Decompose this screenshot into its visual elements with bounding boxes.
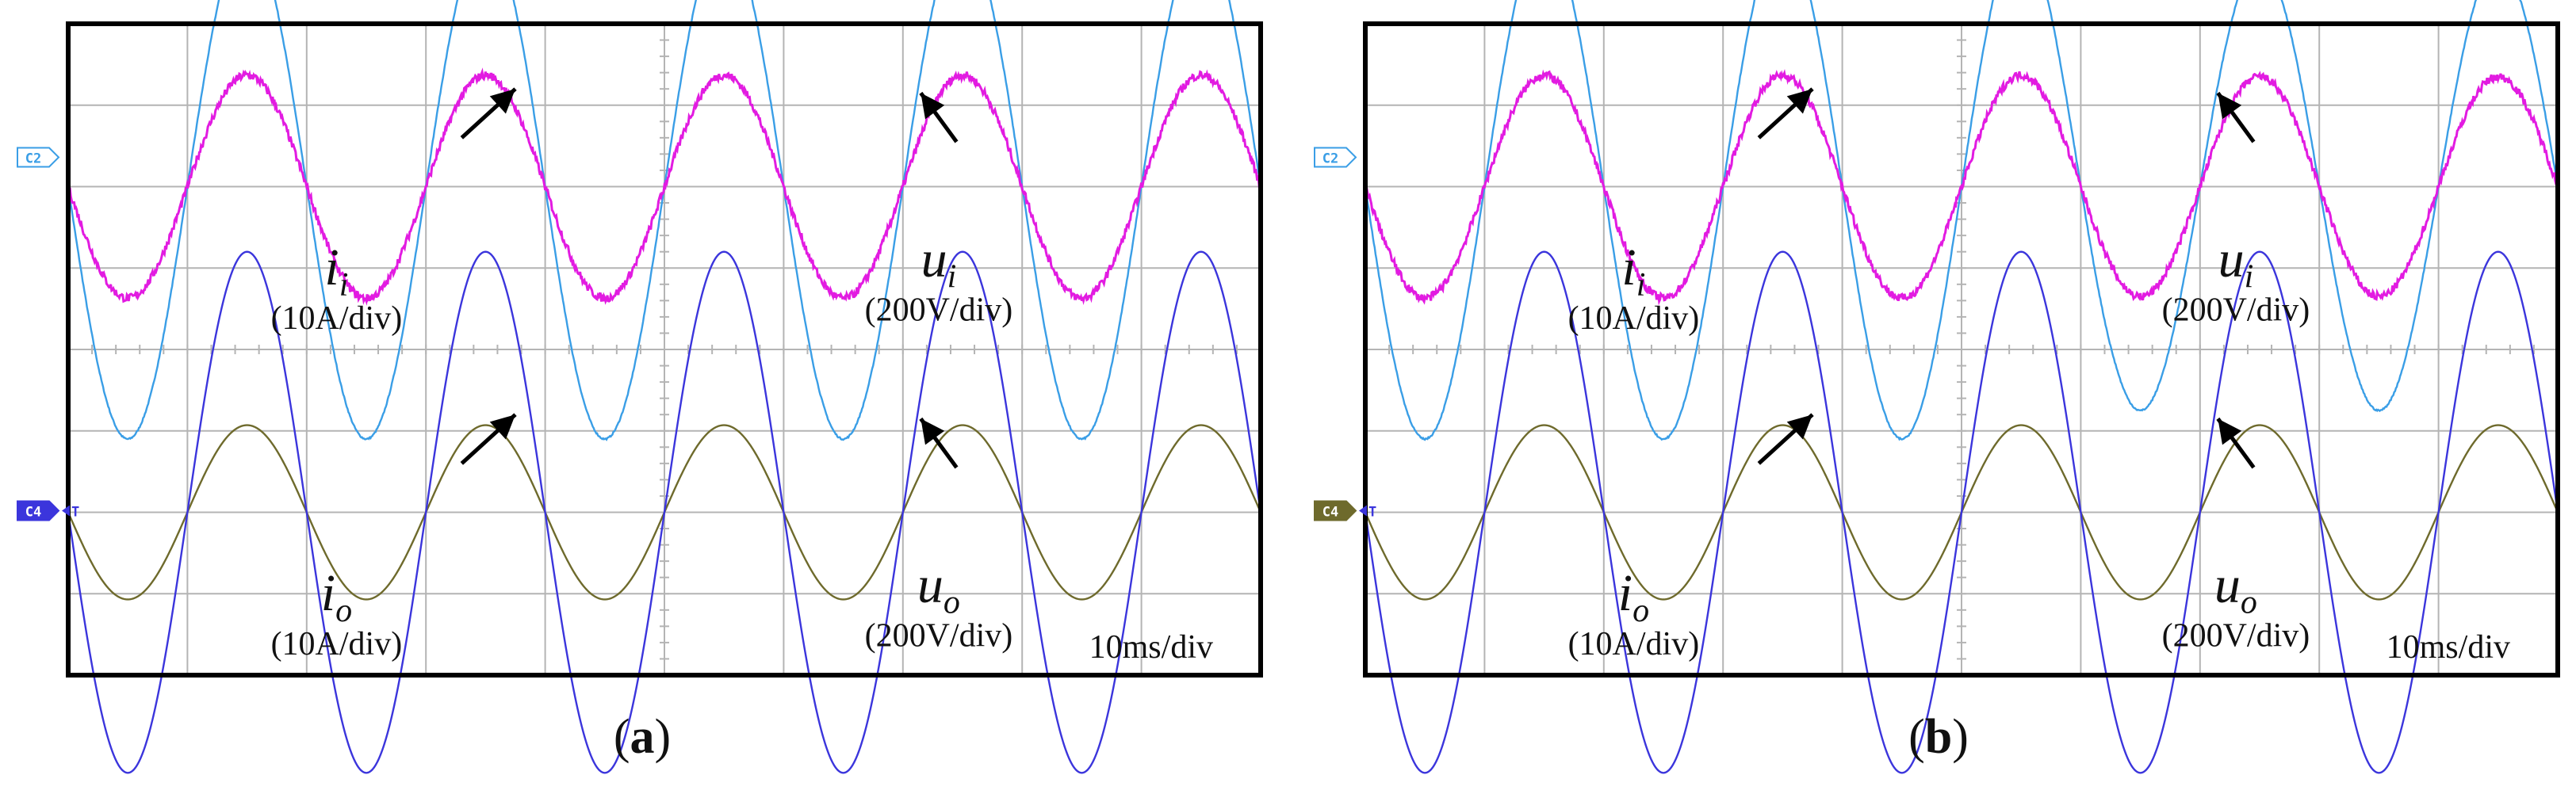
chart-panel-a: ui(200V/div)ii(10A/div)uo(200V/div)io(10… xyxy=(17,0,1263,774)
trigger-label: T xyxy=(1368,504,1376,520)
arrow-head-icon xyxy=(921,418,945,445)
chart-panel-b: ui(200V/div)ii(10A/div)uo(200V/div)io(10… xyxy=(1314,0,2560,774)
series-unit: (10A/div) xyxy=(1568,300,1700,337)
channel-marker-tag xyxy=(17,147,60,168)
series-label-u-o: uo(200V/div) xyxy=(2162,417,2310,655)
time-per-div-label: 10ms/div xyxy=(2387,629,2510,666)
series-label-text: ii xyxy=(324,239,348,303)
arrow-head-icon xyxy=(489,89,515,114)
series-symbol: u xyxy=(917,556,944,614)
series-label-i-o: io(10A/div) xyxy=(271,413,517,662)
arrow-head-icon xyxy=(921,93,945,120)
channel-marker-tag xyxy=(17,500,60,521)
channel-marker-c2: C2 xyxy=(1314,147,1357,168)
arrow-head-icon xyxy=(2218,93,2242,120)
scope-frame xyxy=(66,21,1263,678)
series-unit: (10A/div) xyxy=(1568,626,1700,662)
trigger-label: T xyxy=(71,504,79,520)
trace-i-o xyxy=(1364,250,2559,774)
series-subscript: o xyxy=(2241,585,2257,621)
series-subscript: i xyxy=(947,259,957,296)
caption-open: ( xyxy=(614,710,630,764)
series-unit: (200V/div) xyxy=(2162,618,2310,655)
series-unit: (200V/div) xyxy=(2162,292,2310,329)
series-subscript: o xyxy=(944,585,960,621)
channel-marker-c4: C4 T xyxy=(17,500,79,521)
grid xyxy=(1365,23,2559,676)
trace-i-o xyxy=(67,250,1262,774)
panel-caption: (b) xyxy=(1908,710,1969,764)
series-label-text: uo xyxy=(2214,556,2257,621)
channel-marker-label: C2 xyxy=(25,151,41,167)
series-symbol: i xyxy=(321,564,335,622)
series-unit: (200V/div) xyxy=(865,292,1013,329)
series-subscript: o xyxy=(335,593,352,629)
channel-marker-label: C2 xyxy=(1322,151,1338,167)
series-label-i-i: ii(10A/div) xyxy=(1568,87,1814,337)
trace-i-i xyxy=(67,67,1262,306)
arrow-head-icon xyxy=(1786,89,1812,114)
channel-marker-tag xyxy=(1314,500,1357,521)
channel-marker-c2: C2 xyxy=(17,147,60,168)
series-subscript: i xyxy=(1636,267,1646,303)
trigger-icon xyxy=(1359,505,1367,517)
arrow-head-icon xyxy=(489,414,515,440)
series-label-i-o: io(10A/div) xyxy=(1568,413,1814,662)
series-subscript: i xyxy=(339,267,349,303)
panel-caption: (a) xyxy=(614,710,671,764)
time-per-div-label: 10ms/div xyxy=(1089,629,1213,666)
caption-close: ) xyxy=(655,710,672,764)
caption-open: ( xyxy=(1908,710,1925,764)
series-subscript: i xyxy=(2245,259,2254,296)
series-symbol: i xyxy=(324,239,339,296)
caption-letter: a xyxy=(630,710,655,764)
series-label-text: io xyxy=(321,564,352,629)
series-label-text: ui xyxy=(921,231,957,296)
series-label-u-i: ui(200V/div) xyxy=(2162,91,2310,329)
trace-i-i xyxy=(1364,69,2559,306)
caption-close: ) xyxy=(1952,710,1969,764)
caption-letter: b xyxy=(1925,710,1952,764)
series-label-u-i: ui(200V/div) xyxy=(865,91,1013,329)
series-label-text: ui xyxy=(2218,231,2254,296)
series-label-i-i: ii(10A/div) xyxy=(271,87,517,337)
channel-marker-c4: C4 T xyxy=(1314,500,1376,521)
series-symbol: u xyxy=(2214,556,2241,614)
series-label-text: uo xyxy=(917,556,960,621)
series-symbol: u xyxy=(921,231,947,288)
series-label-u-o: uo(200V/div) xyxy=(865,417,1013,655)
arrow-head-icon xyxy=(2218,418,2242,445)
grid xyxy=(67,23,1261,676)
series-subscript: o xyxy=(1632,593,1649,629)
series-label-text: io xyxy=(1618,564,1649,629)
trigger-icon xyxy=(62,505,70,517)
series-label-text: ii xyxy=(1621,239,1645,303)
series-unit: (10A/div) xyxy=(271,626,403,662)
arrow-head-icon xyxy=(1786,414,1812,440)
series-symbol: i xyxy=(1618,564,1632,622)
series-symbol: i xyxy=(1621,239,1636,296)
channel-marker-label: C4 xyxy=(25,504,41,520)
series-symbol: u xyxy=(2218,231,2245,288)
channel-marker-tag xyxy=(1314,147,1357,168)
series-unit: (200V/div) xyxy=(865,618,1013,655)
channel-marker-label: C4 xyxy=(1322,504,1338,520)
scope-frame xyxy=(1363,21,2560,678)
series-unit: (10A/div) xyxy=(271,300,403,337)
